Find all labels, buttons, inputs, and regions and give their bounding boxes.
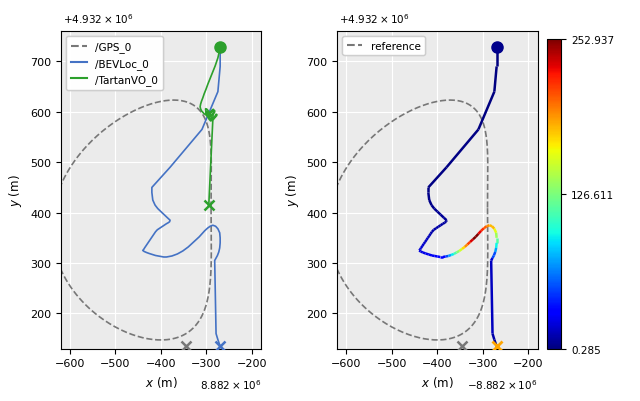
X-axis label: $x$ (m): $x$ (m) — [421, 374, 454, 389]
Legend: /GPS_0, /BEVLoc_0, /TartanVO_0: /GPS_0, /BEVLoc_0, /TartanVO_0 — [66, 37, 163, 91]
Y-axis label: $y$ (m): $y$ (m) — [8, 174, 24, 207]
Text: $+4.932\times10^6$: $+4.932\times10^6$ — [63, 12, 133, 26]
Text: $-8.882\times10^6$: $-8.882\times10^6$ — [467, 377, 538, 391]
Y-axis label: $y$ (m): $y$ (m) — [284, 174, 301, 207]
Legend: reference: reference — [342, 37, 424, 56]
X-axis label: $x$ (m): $x$ (m) — [145, 374, 177, 389]
Text: $8.882\times10^6$: $8.882\times10^6$ — [200, 377, 261, 391]
Text: $+4.932\times10^6$: $+4.932\times10^6$ — [339, 12, 410, 26]
